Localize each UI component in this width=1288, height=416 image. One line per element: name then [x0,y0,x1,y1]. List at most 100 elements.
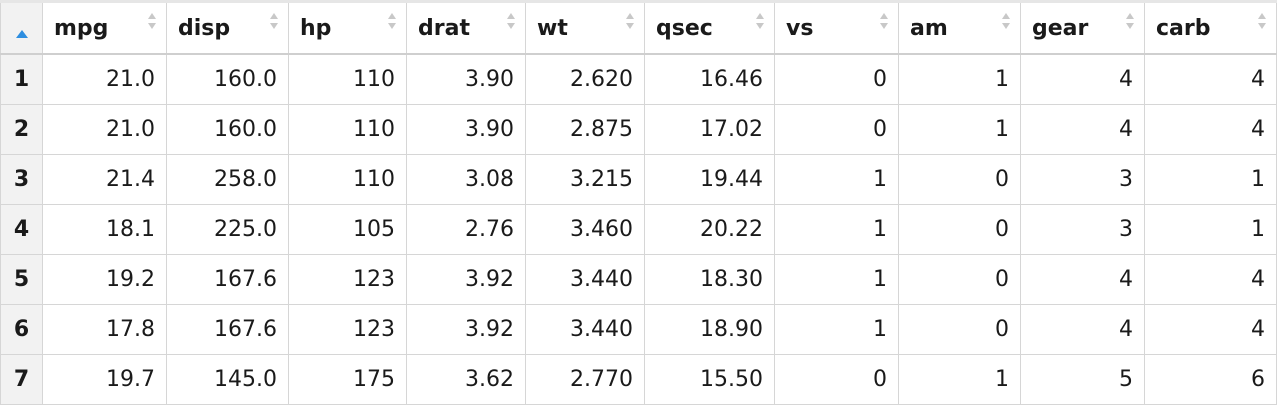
cell-gear: 5 [1020,354,1145,405]
table-row: 1 21.0 160.0 110 3.90 2.620 16.46 0 1 4 4 [0,53,1277,105]
cell-am: 0 [898,304,1021,355]
column-header-hp[interactable]: hp [288,0,407,55]
cell-disp: 160.0 [166,53,289,105]
cell-mpg: 21.4 [42,154,167,205]
cell-hp: 110 [288,53,407,105]
row-number: 4 [0,204,43,255]
cell-hp: 110 [288,104,407,155]
sort-arrows-icon [755,11,765,31]
cell-vs: 0 [774,53,899,105]
cell-gear: 4 [1020,254,1145,305]
cell-hp: 175 [288,354,407,405]
cell-vs: 1 [774,154,899,205]
column-header-label: mpg [54,15,109,41]
cell-wt: 3.460 [525,204,645,255]
cell-disp: 145.0 [166,354,289,405]
cell-carb: 6 [1144,354,1277,405]
cell-qsec: 20.22 [644,204,775,255]
cell-mpg: 21.0 [42,104,167,155]
column-header-disp[interactable]: disp [166,0,289,55]
cell-hp: 110 [288,154,407,205]
cell-mpg: 18.1 [42,204,167,255]
cell-hp: 105 [288,204,407,255]
data-table: mpg disp hp drat wt qsec vs am gear carb 1 21.0 160… [0,0,1277,405]
cell-vs: 1 [774,304,899,355]
cell-wt: 2.875 [525,104,645,155]
sort-arrows-icon [147,11,157,31]
cell-drat: 3.90 [406,53,526,105]
cell-vs: 0 [774,104,899,155]
sort-arrows-icon [1125,11,1135,31]
cell-wt: 3.215 [525,154,645,205]
row-number: 5 [0,254,43,305]
row-number: 3 [0,154,43,205]
cell-hp: 123 [288,254,407,305]
cell-mpg: 17.8 [42,304,167,355]
cell-gear: 3 [1020,154,1145,205]
sort-arrows-icon [269,11,279,31]
table-row: 5 19.2 167.6 123 3.92 3.440 18.30 1 0 4 4 [0,254,1277,305]
cell-drat: 3.08 [406,154,526,205]
column-header-label: vs [786,15,814,41]
sort-arrows-icon [1001,11,1011,31]
sort-arrows-icon [387,11,397,31]
corner-sort-button[interactable] [0,0,43,55]
cell-am: 1 [898,53,1021,105]
cell-drat: 3.92 [406,304,526,355]
cell-carb: 4 [1144,104,1277,155]
cell-mpg: 19.2 [42,254,167,305]
column-header-mpg[interactable]: mpg [42,0,167,55]
cell-carb: 1 [1144,154,1277,205]
cell-drat: 3.92 [406,254,526,305]
row-number: 6 [0,304,43,355]
cell-disp: 258.0 [166,154,289,205]
cell-mpg: 19.7 [42,354,167,405]
cell-am: 0 [898,204,1021,255]
cell-qsec: 17.02 [644,104,775,155]
cell-carb: 1 [1144,204,1277,255]
cell-disp: 167.6 [166,254,289,305]
cell-vs: 1 [774,254,899,305]
cell-wt: 2.620 [525,53,645,105]
column-header-drat[interactable]: drat [406,0,526,55]
cell-wt: 2.770 [525,354,645,405]
table-row: 2 21.0 160.0 110 3.90 2.875 17.02 0 1 4 4 [0,104,1277,155]
cell-vs: 1 [774,204,899,255]
cell-carb: 4 [1144,53,1277,105]
cell-wt: 3.440 [525,254,645,305]
column-header-label: wt [537,15,568,41]
cell-drat: 2.76 [406,204,526,255]
cell-qsec: 18.90 [644,304,775,355]
sort-arrows-icon [879,11,889,31]
table-row: 7 19.7 145.0 175 3.62 2.770 15.50 0 1 5 6 [0,354,1277,405]
cell-gear: 4 [1020,104,1145,155]
cell-carb: 4 [1144,304,1277,355]
cell-hp: 123 [288,304,407,355]
sort-arrows-icon [506,11,516,31]
column-header-vs[interactable]: vs [774,0,899,55]
column-header-am[interactable]: am [898,0,1021,55]
column-header-qsec[interactable]: qsec [644,0,775,55]
column-header-carb[interactable]: carb [1144,0,1277,55]
column-header-gear[interactable]: gear [1020,0,1145,55]
column-header-label: am [910,15,948,41]
header-row: mpg disp hp drat wt qsec vs am gear carb [0,0,1277,55]
column-header-label: carb [1156,15,1211,41]
cell-drat: 3.62 [406,354,526,405]
cell-drat: 3.90 [406,104,526,155]
cell-carb: 4 [1144,254,1277,305]
cell-qsec: 16.46 [644,53,775,105]
cell-qsec: 15.50 [644,354,775,405]
cell-disp: 167.6 [166,304,289,355]
cell-am: 0 [898,154,1021,205]
table-row: 3 21.4 258.0 110 3.08 3.215 19.44 1 0 3 1 [0,154,1277,205]
table-row: 4 18.1 225.0 105 2.76 3.460 20.22 1 0 3 1 [0,204,1277,255]
sort-arrows-icon [625,11,635,31]
table-row: 6 17.8 167.6 123 3.92 3.440 18.90 1 0 4 4 [0,304,1277,355]
column-header-wt[interactable]: wt [525,0,645,55]
row-number: 2 [0,104,43,155]
cell-mpg: 21.0 [42,53,167,105]
cell-vs: 0 [774,354,899,405]
column-header-label: hp [300,15,332,41]
